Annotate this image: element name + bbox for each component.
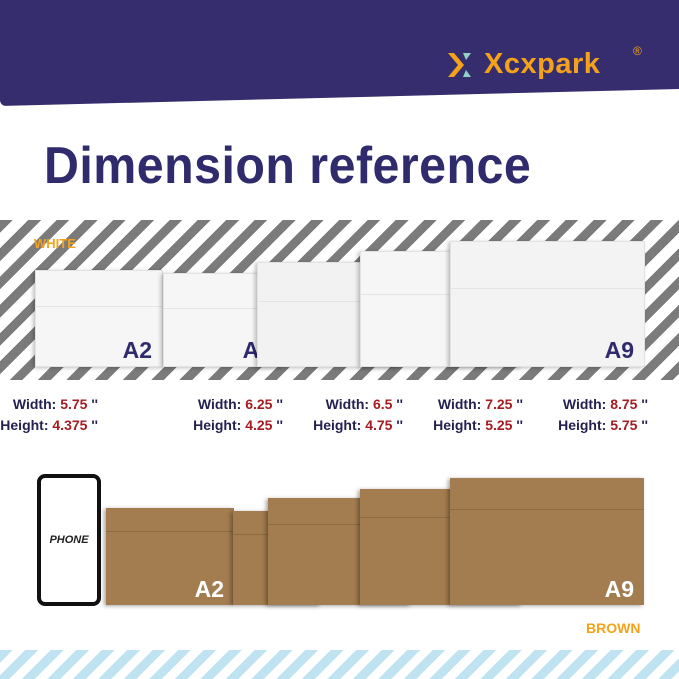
- white-envelope-a9: A9: [450, 241, 645, 367]
- brown-envelope-a9: A9: [450, 478, 644, 605]
- xcxpark-logo-icon: [448, 52, 471, 77]
- dimensions-a7: Width: 7.25 '' Height: 5.25 '': [433, 396, 523, 433]
- white-envelope-a2: A2: [35, 270, 163, 367]
- page-title: Dimension reference: [44, 137, 532, 195]
- dimensions-a9: Width: 8.75 '' Height: 5.75 '': [558, 396, 648, 433]
- brown-label: BROWN: [586, 620, 641, 636]
- phone-reference: PHONE: [37, 474, 101, 606]
- white-label: WHITE: [34, 236, 76, 251]
- phone-label: PHONE: [49, 534, 89, 546]
- brand-logo: Xcxpark: [446, 48, 600, 81]
- brand-name: Xcxpark: [484, 48, 601, 80]
- registered-mark: ®: [633, 44, 642, 58]
- dimensions-a4: Width: 6.25 '' Height: 4.25 '': [193, 396, 283, 433]
- header-banner: [0, 0, 679, 106]
- brown-envelope-a2: A2: [106, 508, 234, 605]
- dimensions-a2: Width: 5.75 '' Height: 4.375 '': [0, 396, 98, 433]
- dimensions-a6: Width: 6.5 '' Height: 4.75 '': [313, 396, 403, 433]
- bottom-stripes: [0, 650, 679, 679]
